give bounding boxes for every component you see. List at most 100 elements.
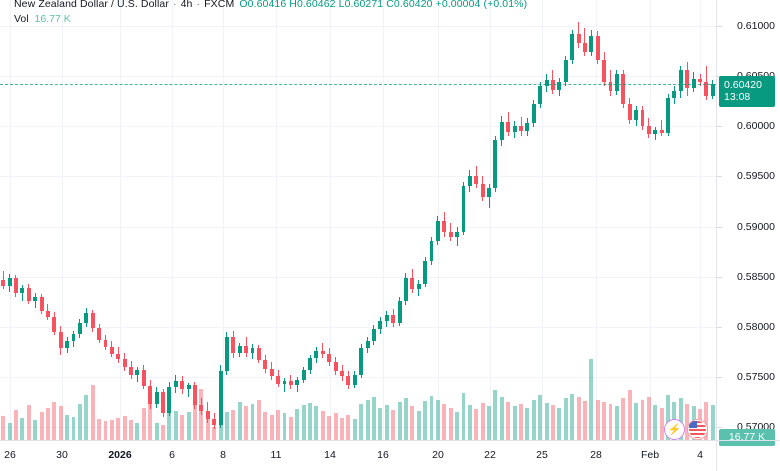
time-axis-label: 14 — [324, 449, 336, 461]
candle-wick — [21, 284, 23, 301]
candle-body — [678, 70, 683, 92]
candle-body — [199, 404, 204, 411]
volume-bar — [141, 408, 146, 440]
candle-body — [269, 368, 274, 376]
candle-body — [627, 104, 632, 121]
volume-bar — [269, 414, 274, 440]
price-axis-label: 0.57500 — [737, 370, 775, 383]
candle-body — [333, 361, 338, 371]
candle-body — [570, 34, 575, 61]
flag-canton — [689, 421, 697, 428]
candle-body — [263, 359, 268, 369]
candle-body — [180, 380, 185, 389]
candle-body — [205, 410, 210, 419]
candle-body — [666, 98, 671, 134]
volume-bar — [595, 399, 600, 440]
candle-body — [576, 34, 581, 44]
volume-bar — [103, 420, 108, 440]
candle-body — [237, 345, 242, 353]
volume-bar — [544, 403, 549, 440]
gridline-vertical — [438, 0, 439, 440]
candle-body — [103, 339, 108, 347]
candle-body — [244, 345, 249, 353]
candle-body — [557, 82, 562, 91]
candle-body — [148, 385, 153, 404]
candle-body — [506, 122, 511, 133]
candle-body — [589, 36, 594, 53]
volume-bar — [423, 400, 428, 440]
candle-body — [58, 331, 63, 348]
volume-bar — [589, 359, 594, 440]
volume-bar — [461, 392, 466, 440]
volume-bar — [186, 412, 191, 440]
us-flag-icon[interactable] — [687, 419, 708, 440]
symbol-name[interactable]: New Zealand Dollar / U.S. Dollar — [14, 0, 169, 10]
volume-badge: 16.77 K — [719, 428, 775, 446]
candle-body — [1, 279, 6, 286]
volume-bar — [685, 404, 690, 440]
volume-bar — [659, 407, 664, 440]
candle-body — [384, 314, 389, 321]
exchange-label[interactable]: FXCM — [204, 0, 235, 10]
volume-bar — [493, 390, 498, 440]
candle-wick — [283, 377, 285, 392]
price-axis-tick — [717, 326, 722, 328]
candle-body — [391, 314, 396, 323]
candle-body — [295, 379, 300, 385]
candle-body — [474, 176, 479, 185]
gridline-vertical — [62, 0, 63, 440]
candle-body — [109, 346, 114, 354]
volume-label: Vol — [14, 13, 29, 25]
gridline-vertical — [490, 0, 491, 440]
price-pane[interactable] — [0, 0, 716, 440]
candle-body — [461, 186, 466, 232]
gridline-vertical — [172, 0, 173, 440]
volume-bar — [397, 401, 402, 440]
interval-label[interactable]: 4h — [180, 0, 193, 10]
candle-body — [525, 123, 530, 132]
volume-bar — [551, 405, 555, 440]
volume-bar — [480, 403, 485, 440]
volume-bar — [308, 403, 313, 440]
candle-body — [314, 350, 319, 358]
volume-bar — [538, 394, 543, 440]
candle-body — [276, 375, 281, 384]
candle-body — [646, 126, 651, 135]
lightning-icon[interactable]: ⚡ — [664, 419, 685, 440]
time-axis-label: 4 — [697, 449, 703, 461]
volume-bar — [519, 404, 523, 440]
gridline-vertical — [120, 0, 121, 440]
candle-wick — [322, 342, 324, 358]
candle-body — [218, 370, 223, 425]
gridline-vertical — [276, 0, 277, 440]
volume-bar — [20, 418, 25, 440]
candle-body — [614, 74, 619, 92]
volume-bar — [135, 422, 140, 440]
time-axis[interactable]: 26 30 2026 6 8 11 14 16 20 22 25 28 Feb 4 — [0, 440, 716, 471]
price-axis[interactable]: 0.610000.605000.600000.595000.590000.585… — [716, 0, 780, 446]
volume-bar — [33, 420, 38, 440]
candle-body — [141, 369, 146, 386]
volume-bar — [39, 412, 44, 440]
volume-bar — [372, 397, 376, 440]
volume-bar — [391, 409, 396, 440]
price-axis-tick — [717, 426, 722, 428]
volume-bar — [704, 401, 709, 440]
volume-bar — [224, 412, 229, 440]
price-axis-label: 0.58000 — [737, 320, 775, 333]
candle-body — [154, 391, 159, 404]
current-price-line — [0, 84, 716, 86]
volume-bar — [282, 413, 287, 440]
candle-body — [256, 347, 261, 360]
candle-body — [346, 375, 351, 385]
candle-body — [512, 126, 517, 133]
volume-bar — [52, 401, 57, 440]
volume-bar — [576, 397, 581, 440]
candle-wick — [584, 28, 586, 57]
candle-body — [659, 130, 664, 134]
volume-bar — [205, 416, 210, 440]
time-axis-label: 2026 — [108, 449, 132, 461]
volume-bar — [301, 405, 306, 440]
candle-body — [288, 380, 293, 385]
